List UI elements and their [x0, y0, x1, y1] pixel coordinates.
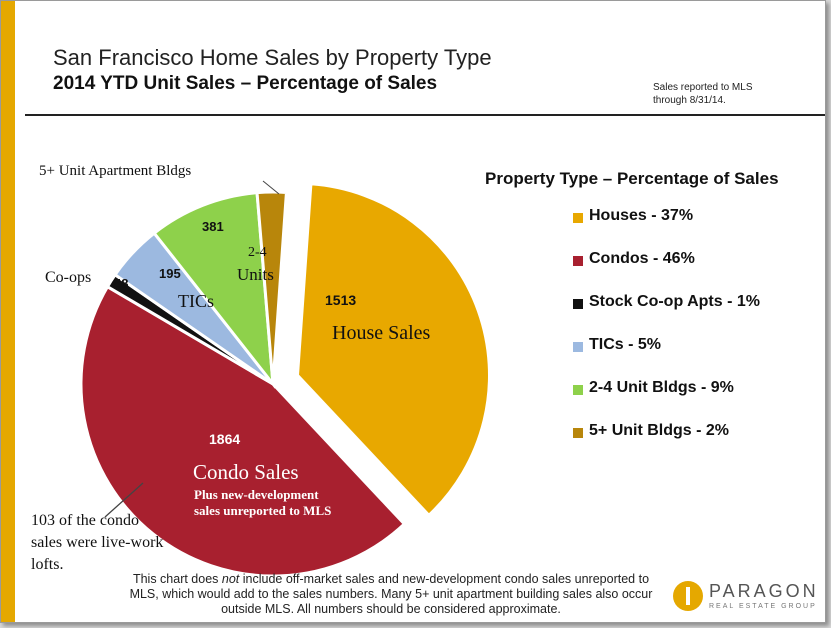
legend-item-coops: Stock Co-op Apts - 1%: [573, 293, 760, 336]
legend-label-tics: TICs - 5%: [589, 336, 662, 353]
legend-title: Property Type – Percentage of Sales: [485, 169, 779, 188]
pie-slice-units-2-4: [152, 191, 275, 389]
legend-swatch-units-5plus: [573, 428, 583, 438]
condos-value-label: 1864: [209, 431, 241, 447]
disclaimer-text-pre: This chart does: [132, 572, 222, 586]
header-divider: [25, 114, 825, 116]
legend-label-houses: Houses - 37%: [589, 207, 694, 224]
legend-item-units-2-4: 2-4 Unit Bldgs - 9%: [573, 379, 760, 422]
live-work-line1: 103 of the condo: [31, 512, 139, 529]
units-5plus-slice-label: 5+ Unit Apartment Bldgs: [39, 163, 192, 179]
disclaimer-footer: This chart does not include off-market s…: [123, 572, 659, 617]
pie-slice-houses: [295, 182, 491, 518]
disclaimer-text-post: include off-market sales and new-develop…: [129, 572, 653, 616]
legend-swatch-tics: [573, 342, 583, 352]
condos-slice-label: Condo Sales: [193, 460, 299, 484]
coops-value-label: 48: [114, 276, 129, 291]
units-5plus-leader-line: [262, 180, 280, 195]
tics-slice-label: TICs: [178, 291, 214, 311]
live-work-line2: sales were live-work: [31, 534, 164, 551]
live-work-leader-line: [104, 482, 144, 518]
houses-value-label: 1513: [325, 292, 357, 308]
logo-mark-icon: [673, 581, 703, 611]
legend-label-units-5plus: 5+ Unit Bldgs - 2%: [589, 422, 730, 439]
legend-item-tics: TICs - 5%: [573, 336, 760, 379]
accent-bar: [1, 1, 15, 622]
logo-name: PARAGON: [709, 581, 819, 601]
units-2-4-label-line1: 2-4: [248, 245, 267, 260]
live-work-line3: lofts.: [31, 556, 64, 573]
legend-item-units-5plus: 5+ Unit Bldgs - 2%: [573, 422, 760, 465]
logo-tagline: REAL ESTATE GROUP: [709, 603, 817, 610]
disclaimer-text-emphasis: not: [221, 572, 240, 586]
tics-value-label: 195: [159, 266, 181, 281]
legend-label-condos: Condos - 46%: [589, 250, 695, 267]
condos-sub-label-line1: Plus new-development: [194, 487, 319, 502]
units-2-4-label-line2: Units: [237, 265, 274, 284]
legend-label-units-2-4: 2-4 Unit Bldgs - 9%: [589, 379, 734, 396]
source-note-line2: through 8/31/14.: [653, 95, 726, 106]
legend-item-condos: Condos - 46%: [573, 250, 760, 293]
legend-swatch-condos: [573, 256, 583, 266]
source-note: Sales reported to MLS through 8/31/14.: [653, 81, 753, 107]
live-work-annotation: 103 of the condo sales were live-work lo…: [31, 510, 163, 576]
houses-slice-label: House Sales: [332, 322, 431, 344]
source-note-line1: Sales reported to MLS: [653, 82, 753, 93]
legend-item-houses: Houses - 37%: [573, 207, 760, 250]
legend: Houses - 37% Condos - 46% Stock Co-op Ap…: [573, 207, 760, 465]
company-logo: PARAGON REAL ESTATE GROUP: [673, 579, 823, 619]
pie-slice-units-5plus: [255, 190, 289, 385]
page-subtitle: 2014 YTD Unit Sales – Percentage of Sale…: [53, 73, 438, 94]
units-2-4-value-label: 381: [202, 219, 224, 234]
coops-slice-label: Co-ops: [45, 269, 92, 286]
legend-swatch-coops: [573, 299, 583, 309]
pie-slice-condos: [79, 284, 407, 578]
condos-sub-label-line2: sales unreported to MLS: [194, 503, 332, 518]
legend-swatch-houses: [573, 213, 583, 223]
legend-label-coops: Stock Co-op Apts - 1%: [589, 293, 760, 310]
page-title: San Francisco Home Sales by Property Typ…: [53, 45, 492, 70]
legend-swatch-units-2-4: [573, 385, 583, 395]
